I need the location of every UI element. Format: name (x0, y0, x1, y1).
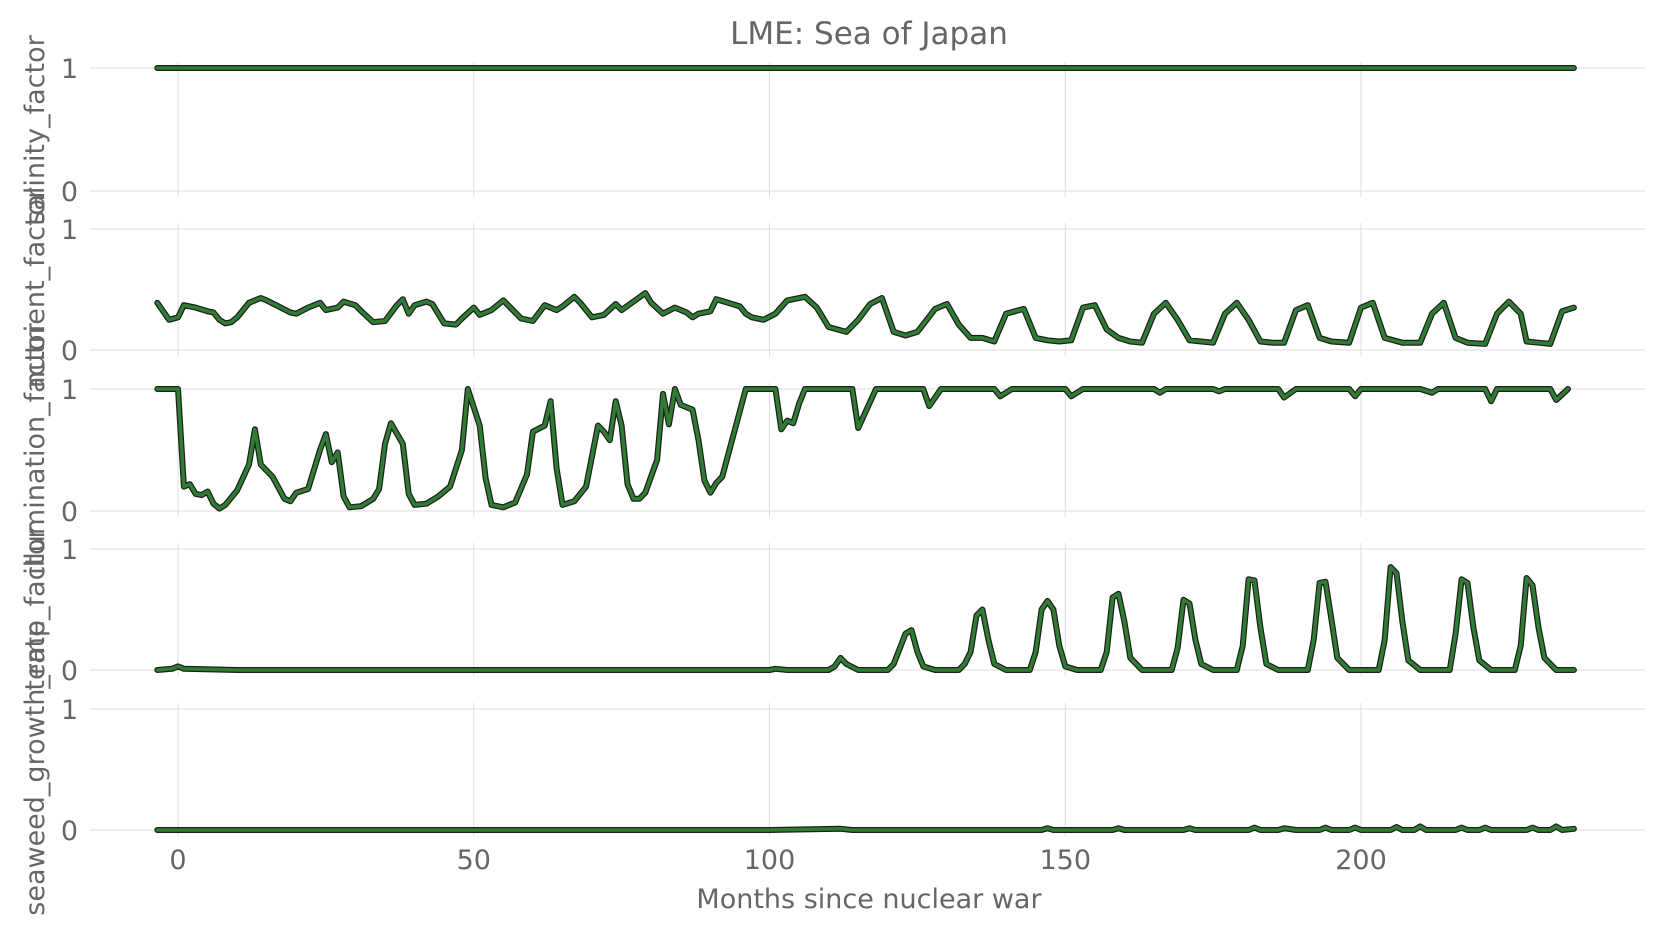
series-line-seaweed_growth_rate (155, 824, 1576, 832)
x-tick-label: 50 (457, 845, 491, 876)
series-outline-illumination_factor (154, 386, 1571, 512)
x-tick-label: 100 (744, 845, 796, 876)
y-tick-label: 0 (61, 497, 78, 528)
y-tick-label: 0 (61, 336, 78, 367)
panel-salinity_factor: 0 1 salinity_factor (20, 34, 1645, 225)
series-line-nutrient_factor (155, 291, 1576, 346)
y-axis-label-salinity_factor: salinity_factor (20, 34, 51, 224)
x-tick-label: 200 (1335, 845, 1387, 876)
panel-illumination_factor: 0 1 illumination_factor (20, 322, 1645, 575)
y-axis-label-temp_factor: temp_factor (20, 526, 51, 690)
panel-temp_factor: 0 1 temp_factor (20, 526, 1645, 691)
panel-nutrient_factor: 0 1 nutrient_factor (20, 187, 1645, 388)
y-tick-label: 1 (61, 215, 78, 246)
chart-panels: 0 1 salinity_factor 0 1 nutrient_factor 0 1 illu… (20, 34, 1645, 916)
x-tick-label: 0 (169, 845, 186, 876)
panel-seaweed_growth_rate: 0 1 seaweed_growth_rate (20, 620, 1645, 916)
y-axis-label-nutrient_factor: nutrient_factor (20, 187, 51, 388)
y-tick-label: 1 (61, 695, 78, 726)
y-tick-label: 0 (61, 816, 78, 847)
series-line-temp_factor (155, 565, 1576, 672)
y-axis-label-seaweed_growth_rate: seaweed_growth_rate (20, 620, 51, 915)
y-axis-label-illumination_factor: illumination_factor (20, 322, 51, 574)
series-line-illumination_factor (155, 387, 1570, 511)
x-axis-label: Months since nuclear war (696, 884, 1042, 915)
x-axis-ticks: 0 50 100 150 200 (169, 845, 1386, 876)
y-tick-label: 0 (61, 656, 78, 687)
y-tick-label: 1 (61, 535, 78, 566)
y-tick-label: 0 (61, 177, 78, 208)
y-tick-label: 1 (61, 54, 78, 85)
y-tick-label: 1 (61, 375, 78, 406)
chart-title: LME: Sea of Japan (730, 16, 1008, 52)
x-tick-label: 150 (1039, 845, 1091, 876)
